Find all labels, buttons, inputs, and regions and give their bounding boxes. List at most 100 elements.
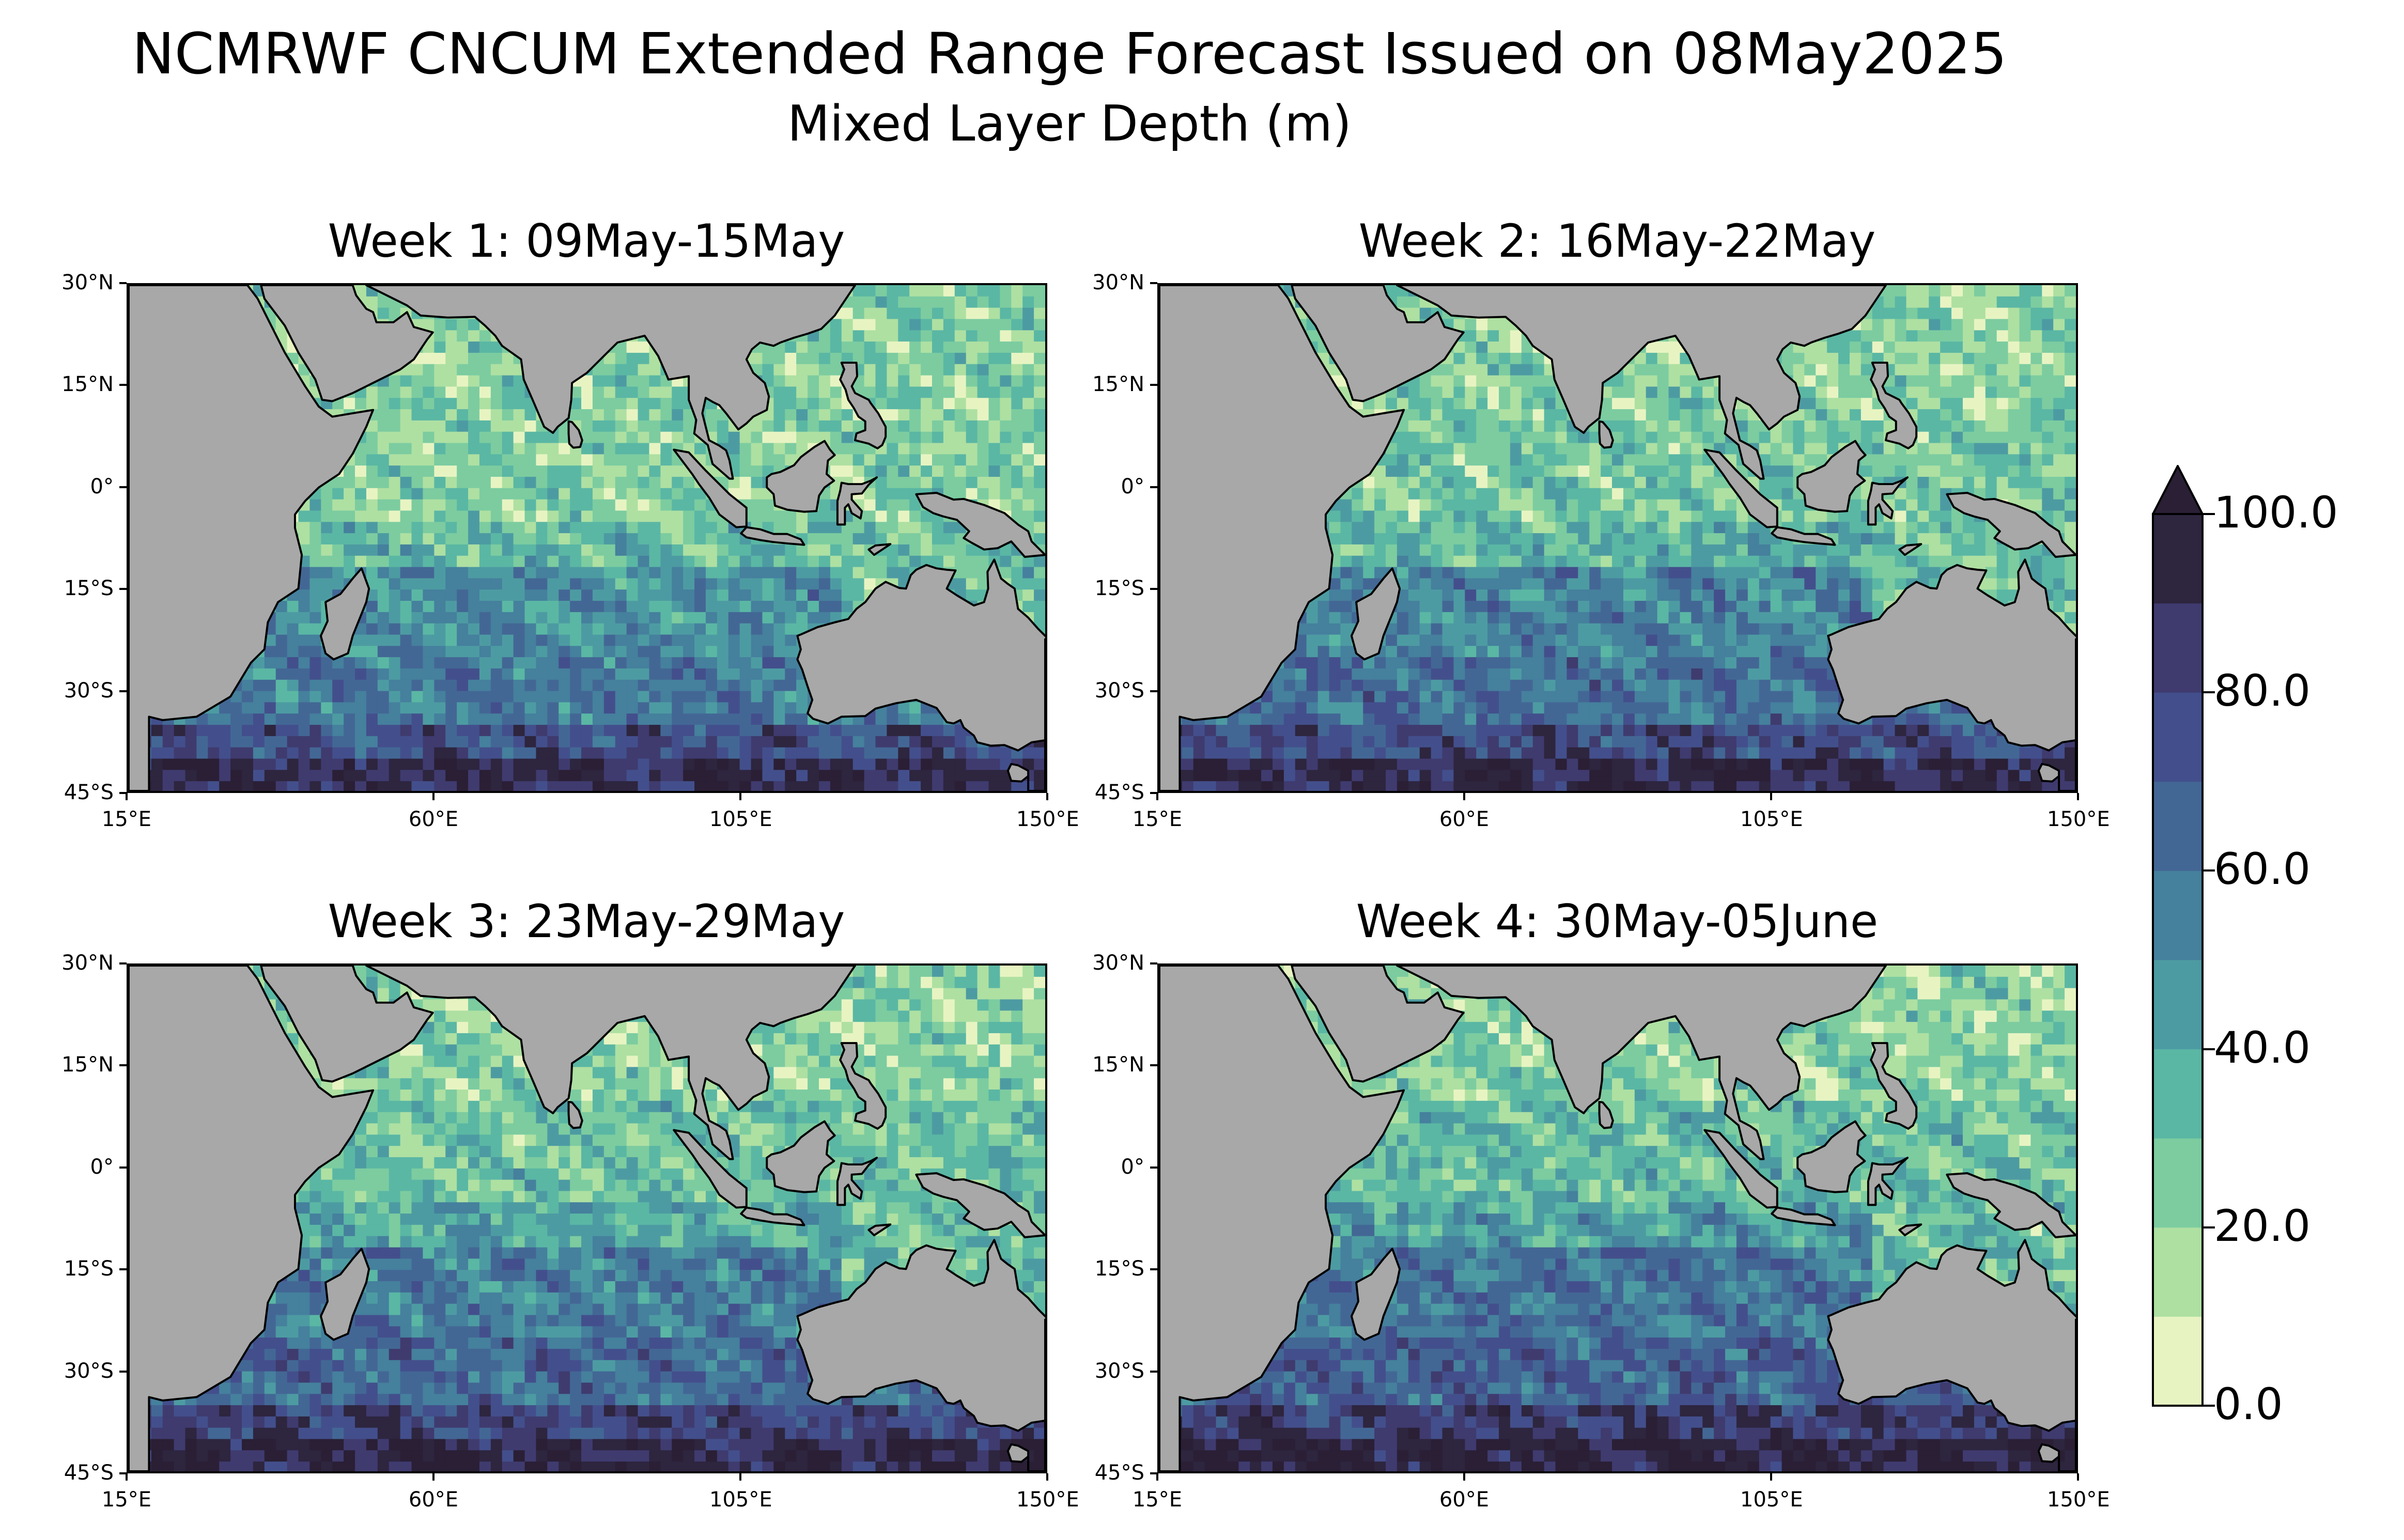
colorbar-tick-label: 20.0 (2214, 1200, 2311, 1251)
land-timor (1898, 1223, 1922, 1237)
lon-tickmark (1046, 1473, 1048, 1481)
lon-tick-label: 15°E (101, 807, 152, 831)
lat-tick-label: 15°S (1094, 1257, 1144, 1281)
land-masses (1159, 966, 2076, 1471)
land-asia (1395, 966, 1887, 1160)
colorbar-tickmark (2204, 869, 2215, 872)
land-sumatra (673, 448, 748, 528)
lon-tick-label: 150°E (2047, 807, 2110, 831)
land-sumatra (673, 1129, 748, 1209)
land-borneo (1796, 440, 1867, 513)
land-philippines (839, 1042, 887, 1130)
lat-tickmark (119, 588, 127, 590)
map-panel-week-3 (127, 963, 1047, 1473)
lat-tickmark (1150, 690, 1157, 692)
land-philippines (839, 362, 887, 449)
lat-tick-label: 30°N (1092, 271, 1144, 294)
lat-tickmark (119, 1472, 127, 1474)
colorbar-tick-label: 0.0 (2214, 1379, 2283, 1429)
lat-tick-label: 30°S (64, 678, 114, 703)
lat-tick-label: 15°S (1094, 577, 1144, 601)
lat-tick-label: 45°S (1094, 1461, 1144, 1485)
lat-tick-label: 45°S (1094, 781, 1144, 804)
panel-title-week-4: Week 4: 30May-05June (1356, 895, 1879, 948)
land-africa (129, 285, 375, 791)
land-srilanka (567, 1100, 583, 1129)
colorbar-segment (2153, 514, 2203, 604)
lat-tickmark (1150, 282, 1157, 284)
land-africa (129, 966, 375, 1471)
colorbar-segment (2153, 603, 2203, 693)
lat-tick-label: 15°S (64, 1257, 114, 1281)
lat-tick-label: 30°S (1094, 678, 1144, 703)
lon-tickmark (1770, 793, 1772, 800)
land-arabia (260, 966, 434, 1083)
lat-tickmark (119, 486, 127, 488)
land-madagascar (1350, 567, 1401, 661)
lon-tickmark (1463, 793, 1465, 800)
land-newguinea (1946, 1172, 2076, 1238)
lon-tickmark (1463, 1473, 1465, 1481)
lon-tick-label: 15°E (1132, 807, 1183, 831)
lon-tick-label: 105°E (709, 807, 772, 831)
lon-tick-label: 60°E (1439, 1488, 1490, 1512)
panel-title-week-1: Week 1: 09May-15May (328, 214, 845, 268)
lon-tickmark (432, 1473, 435, 1481)
land-masses (129, 285, 1045, 791)
land-sumatra (1703, 448, 1778, 528)
land-madagascar (319, 1248, 370, 1341)
lat-tickmark (119, 1268, 127, 1271)
land-sumatra (1703, 1129, 1778, 1209)
lat-tickmark (1150, 1472, 1157, 1474)
lon-tick-label: 60°E (408, 1488, 459, 1512)
land-arabia (1291, 285, 1465, 402)
land-borneo (766, 440, 836, 513)
lat-tick-label: 30°N (61, 271, 114, 294)
land-philippines (1870, 1042, 1918, 1130)
lon-tickmark (739, 1473, 741, 1481)
lat-tick-label: 45°S (64, 1461, 114, 1485)
lat-tick-label: 15°S (64, 577, 114, 601)
colorbar-segment (2153, 960, 2203, 1050)
lon-tickmark (1156, 793, 1158, 800)
lon-tickmark (1770, 1473, 1772, 1481)
lat-tickmark (119, 1166, 127, 1169)
lon-tick-label: 105°E (1740, 807, 1803, 831)
lon-tickmark (126, 1473, 128, 1481)
lon-tick-label: 150°E (2047, 1488, 2110, 1512)
land-srilanka (567, 420, 583, 449)
lat-tick-label: 30°S (1094, 1359, 1144, 1383)
land-asia (365, 966, 857, 1160)
land-masses (129, 966, 1045, 1471)
lon-tick-label: 15°E (1132, 1488, 1183, 1512)
land-timor (867, 1223, 892, 1237)
land-java (740, 1206, 805, 1226)
land-borneo (1796, 1120, 1867, 1193)
land-asia (1395, 285, 1887, 480)
colorbar-tickmark (2204, 691, 2215, 694)
colorbar-tick-label: 60.0 (2214, 844, 2311, 895)
lat-tick-label: 0° (90, 1155, 114, 1179)
lon-tick-label: 150°E (1016, 1488, 1079, 1512)
colorbar-tickmark (2204, 513, 2215, 515)
lat-tickmark (1150, 384, 1157, 386)
lat-tickmark (119, 384, 127, 386)
land-arabia (260, 285, 434, 402)
land-timor (867, 543, 892, 556)
colorbar-tickmark (2204, 1405, 2215, 1407)
land-australia (796, 558, 1045, 791)
lat-tickmark (119, 792, 127, 794)
land-timor (1898, 543, 1922, 556)
land-java (1771, 1206, 1836, 1226)
lat-tickmark (1150, 1370, 1157, 1373)
land-australia (796, 1239, 1045, 1471)
colorbar (2151, 463, 2205, 1408)
lon-tickmark (739, 793, 741, 800)
land-newguinea (1946, 492, 2076, 558)
land-sulawesi (836, 476, 878, 526)
lon-tick-label: 60°E (1439, 807, 1490, 831)
lat-tickmark (119, 690, 127, 692)
lon-tickmark (432, 793, 435, 800)
panel-title-week-2: Week 2: 16May-22May (1358, 214, 1876, 268)
land-australia (1827, 558, 2076, 791)
